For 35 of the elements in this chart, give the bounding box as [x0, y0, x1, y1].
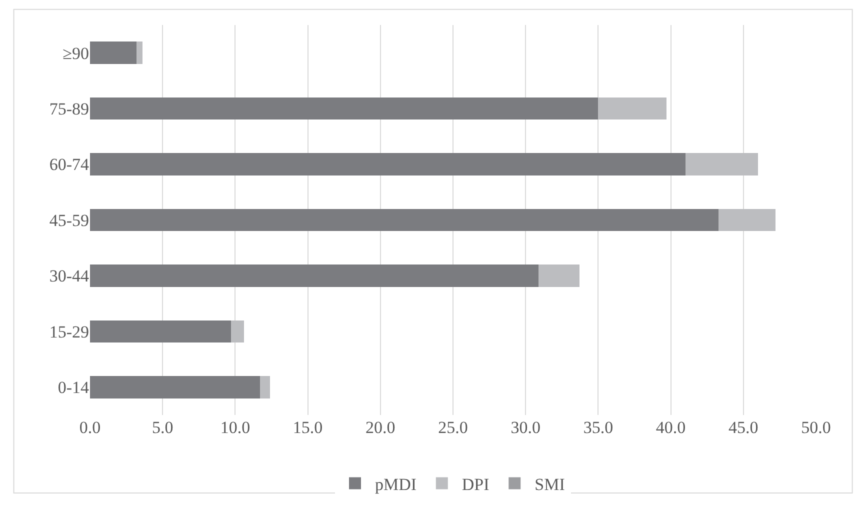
y-tick-label: 45-59: [49, 210, 89, 230]
y-tick-label: 15-29: [49, 322, 89, 342]
x-tick-label: 50.0: [801, 418, 831, 437]
bar: [260, 376, 270, 398]
bar: [90, 376, 260, 398]
bar: [598, 97, 666, 120]
bar: [136, 42, 142, 64]
bar: [718, 208, 776, 232]
x-tick-label: 0.0: [79, 418, 101, 437]
legend-label: pMDI: [375, 474, 417, 494]
x-tick-label: 5.0: [152, 418, 174, 437]
x-tick-label: 40.0: [656, 418, 686, 437]
x-tick-label: 25.0: [438, 418, 468, 437]
bar: [90, 97, 598, 120]
y-tick-label: ≥90: [62, 44, 89, 63]
x-tick-label: 30.0: [510, 418, 540, 437]
bar: [685, 153, 758, 176]
y-tick-label: 0-14: [58, 378, 90, 398]
bar: [90, 208, 719, 232]
x-tick-label: 15.0: [292, 418, 323, 437]
y-tick-label: 60-74: [49, 155, 90, 174]
y-tick-label: 75-89: [49, 100, 89, 119]
x-tick-label: 45.0: [728, 418, 758, 437]
bar: [90, 264, 539, 287]
bar: [90, 42, 136, 64]
x-tick-label: 20.0: [366, 418, 396, 437]
x-tick-label: 10.0: [220, 418, 250, 437]
bar: [90, 153, 686, 176]
bar: [230, 320, 244, 343]
legend-label: SMI: [534, 474, 566, 494]
y-tick-label: 30-44: [49, 266, 90, 286]
x-tick-label: 35.0: [583, 418, 614, 437]
bar: [90, 320, 231, 343]
legend-label: DPI: [462, 474, 490, 494]
bar: [538, 264, 580, 287]
